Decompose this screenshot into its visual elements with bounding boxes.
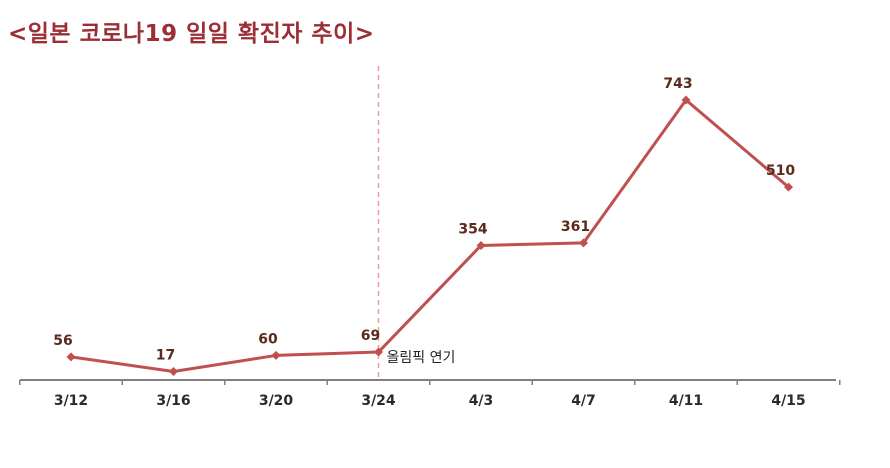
- data-point-marker: [681, 95, 691, 105]
- data-point-marker: [66, 352, 76, 362]
- series-line: [70, 98, 790, 373]
- x-tick-label: 3/12: [54, 393, 88, 409]
- x-tick-labels: 3/12 3/16 3/20 3/24 4/3 4/7 4/11 4/15: [54, 393, 806, 409]
- data-label: 354: [458, 221, 487, 237]
- data-label: 361: [561, 219, 590, 235]
- x-axis-ticks: [19, 380, 841, 385]
- x-tick-label: 4/7: [571, 393, 596, 409]
- data-point-marker: [271, 350, 281, 360]
- x-tick-label: 3/24: [361, 393, 396, 409]
- data-point-marker: [476, 240, 486, 250]
- data-point-marker: [169, 367, 178, 376]
- x-tick-label: 3/16: [156, 393, 190, 409]
- data-point-marker: [579, 238, 588, 248]
- data-point-marker: [374, 347, 383, 357]
- x-tick-label: 4/3: [469, 393, 494, 409]
- x-tick-label: 3/20: [259, 393, 294, 409]
- chart-title: <일본 코로나19 일일 확진자 추이>: [8, 21, 375, 47]
- data-point-marker: [784, 182, 793, 192]
- event-annotation-label: 올림픽 연기: [387, 350, 456, 366]
- annotation-layer: 올림픽 연기: [377, 66, 456, 380]
- series-markers: [66, 95, 793, 376]
- data-label: 17: [156, 348, 175, 364]
- data-label: 69: [361, 328, 380, 344]
- data-label: 60: [258, 331, 278, 347]
- data-label: 56: [53, 333, 72, 349]
- data-label: 743: [663, 76, 692, 92]
- data-labels: 56 17 60 69 354 361 743 510: [53, 76, 795, 364]
- x-tick-label: 4/11: [669, 393, 703, 409]
- x-tick-label: 4/15: [771, 393, 805, 409]
- data-label: 510: [766, 163, 795, 179]
